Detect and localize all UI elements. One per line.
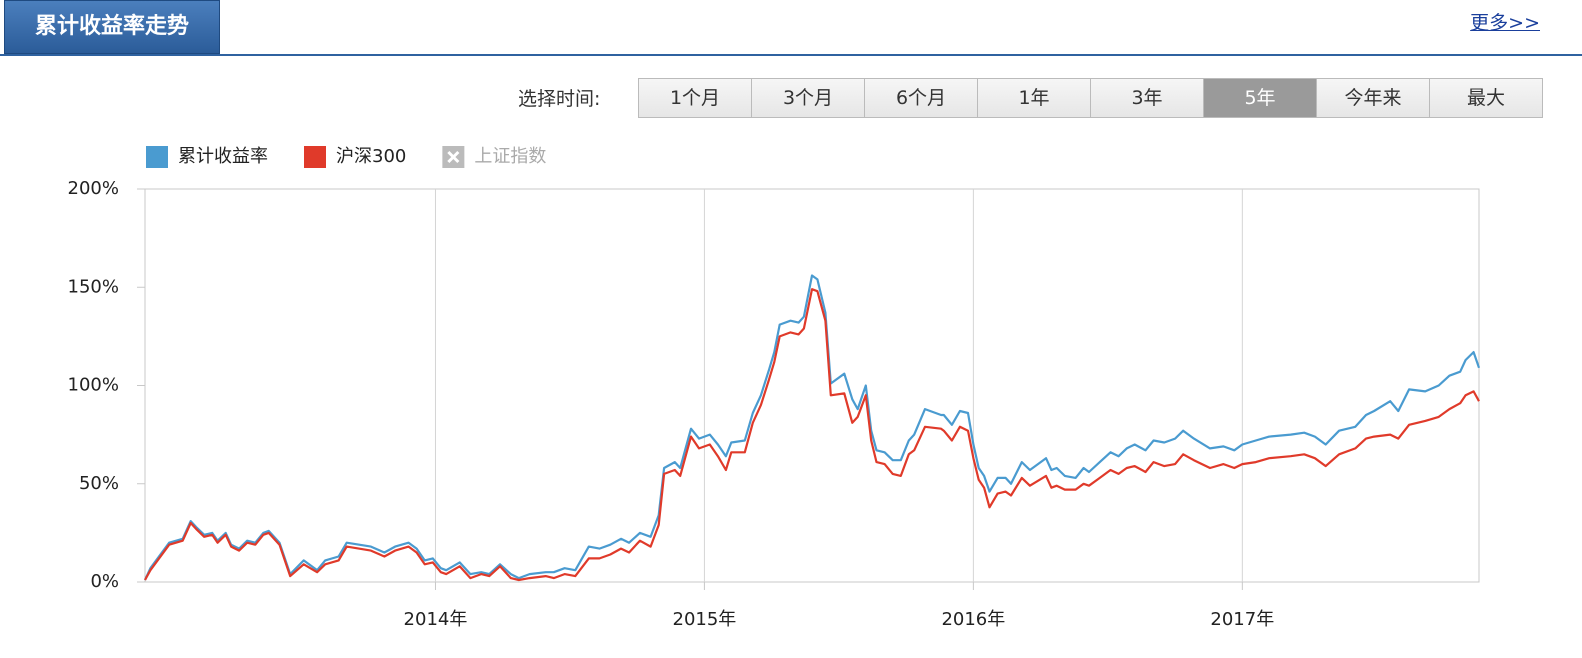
time-tab[interactable]: 6个月	[864, 79, 977, 117]
legend-label-disabled[interactable]: 上证指数	[474, 146, 546, 167]
x-tick-label: 2015年	[673, 609, 737, 630]
time-tab[interactable]: 最大	[1429, 79, 1542, 117]
series-line	[144, 288, 1480, 582]
legend-swatch[interactable]	[146, 146, 168, 168]
y-tick-label: 100%	[68, 375, 119, 396]
header-bar: 累计收益率走势 更多>>	[0, 0, 1582, 56]
time-tab[interactable]: 3个月	[751, 79, 864, 117]
y-tick-label: 50%	[79, 473, 119, 494]
time-tab[interactable]: 3年	[1090, 79, 1203, 117]
time-select-label: 选择时间:	[518, 88, 601, 110]
y-tick-label: 200%	[68, 178, 119, 199]
legend-disabled-cross	[447, 150, 460, 164]
legend-swatch[interactable]	[304, 146, 326, 168]
y-tick-label: 0%	[90, 571, 119, 592]
header-title: 累计收益率走势	[4, 0, 220, 54]
x-tick-label: 2016年	[941, 609, 1005, 630]
series-line	[143, 274, 1481, 581]
legend-label[interactable]: 沪深300	[336, 146, 406, 167]
plot-area	[144, 188, 1480, 583]
more-link[interactable]: 更多>>	[1470, 12, 1540, 34]
x-tick-label: 2014年	[404, 609, 468, 630]
time-tabs: 1个月 3个月 6个月 1年 3年 5年 今年来 最大	[638, 78, 1543, 118]
time-tab[interactable]: 1年	[977, 79, 1090, 117]
x-tick-label: 2017年	[1210, 609, 1274, 630]
legend-label[interactable]: 累计收益率	[178, 146, 268, 167]
time-tab[interactable]: 1个月	[639, 79, 751, 117]
time-tab[interactable]: 今年来	[1316, 79, 1429, 117]
time-tab[interactable]: 5年	[1203, 79, 1316, 117]
y-tick-label: 150%	[68, 276, 119, 297]
